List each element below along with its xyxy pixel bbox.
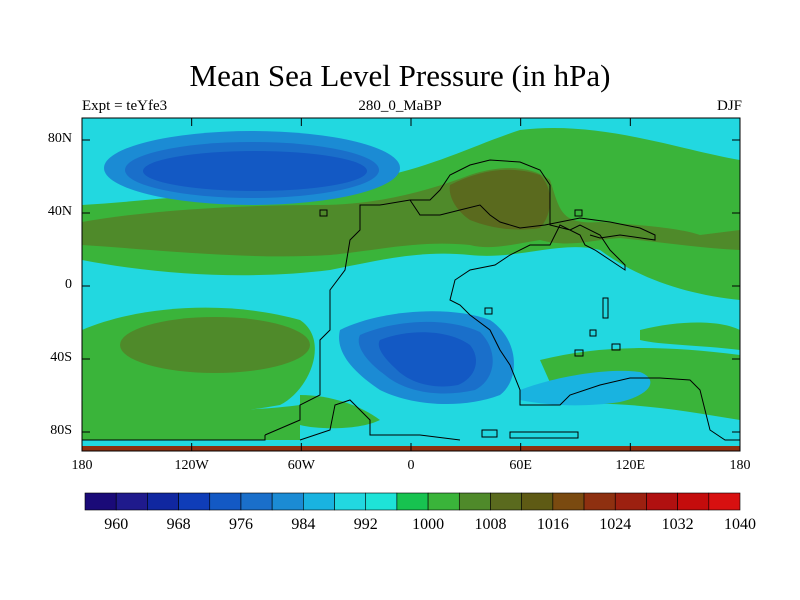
map-title: Mean Sea Level Pressure (in hPa) <box>189 58 611 93</box>
lon-label: 60E <box>509 458 532 473</box>
contour-fields <box>82 118 740 451</box>
colorbar-label: 1008 <box>474 516 507 533</box>
lon-label: 180 <box>71 458 93 473</box>
colorbar-label: 1032 <box>661 516 694 533</box>
axis-ticks <box>81 118 741 451</box>
colorbar-swatch <box>271 492 304 511</box>
colorbar-label: 968 <box>166 516 191 533</box>
lat-label: 40S <box>50 350 72 365</box>
lon-label: 120E <box>615 458 646 473</box>
colorbar-swatch <box>458 492 491 511</box>
colorbar-label: 992 <box>353 516 378 533</box>
colorbar-label: 960 <box>104 516 129 533</box>
lat-label: 0 <box>65 277 72 292</box>
lat-label: 80N <box>47 131 72 146</box>
colorbar-label: 1016 <box>536 516 569 533</box>
colorbar-label: 1000 <box>412 516 445 533</box>
colorbar-label: 1040 <box>724 516 756 533</box>
colorbar-swatch <box>147 492 179 511</box>
colorbar-swatch <box>209 492 242 511</box>
lon-label: 0 <box>407 458 415 473</box>
colorbar-swatch <box>646 492 678 511</box>
lon-label: 180 <box>729 458 751 473</box>
colorbar-swatch <box>84 492 117 511</box>
colorbar-swatch <box>178 492 211 511</box>
colorbar-label: 1024 <box>599 516 632 533</box>
colorbar-swatch <box>365 492 398 511</box>
coastlines <box>82 159 740 441</box>
colorbar-swatch <box>396 492 429 511</box>
lat-label: 40N <box>47 204 72 219</box>
colorbar-swatch <box>708 492 741 511</box>
colorbar-swatch <box>521 492 554 511</box>
colorbar-label: 976 <box>228 516 253 533</box>
experiment-label: Expt = teYfe3 <box>82 98 168 114</box>
season-label: DJF <box>716 98 742 114</box>
lon-label: 60W <box>287 458 315 473</box>
colorbar-swatch <box>334 492 367 511</box>
colorbar <box>84 492 741 511</box>
colorbar-label: 984 <box>291 516 316 533</box>
period-label: 280_0_MaBP <box>358 98 442 114</box>
colorbar-swatch <box>490 492 522 511</box>
colorbar-swatch <box>583 492 616 511</box>
colorbar-swatch <box>240 492 273 511</box>
colorbar-swatch <box>552 492 585 511</box>
colorbar-swatch <box>427 492 460 511</box>
colorbar-swatch <box>303 492 335 511</box>
colorbar-swatch <box>677 492 710 511</box>
colorbar-swatch <box>115 492 148 511</box>
lon-label: 120W <box>174 458 209 473</box>
lat-label: 80S <box>50 423 72 438</box>
colorbar-swatch <box>614 492 647 511</box>
